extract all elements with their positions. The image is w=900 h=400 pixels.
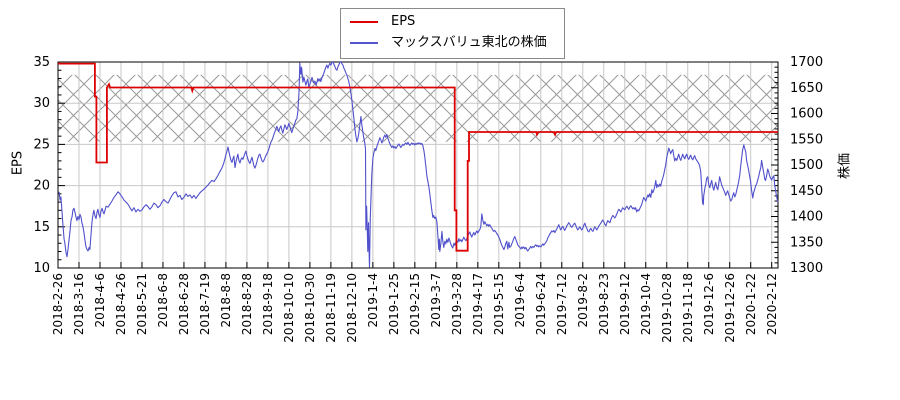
y-left-tick-label: 30 [33,96,50,111]
x-tick-label: 2018-5-21 [135,273,149,335]
x-tick-label: 2019-6-4 [513,273,527,327]
stock-price-line [58,60,779,268]
eps-line [58,62,778,252]
x-tick-labels: 2018-2-26 2018-3-16 2018-4-6 2018-4-26 2018-… [51,273,779,343]
y-left-tick-label: 35 [33,55,50,70]
y-left-tick-label: 15 [33,220,50,235]
x-tick-label: 2018-11-19 [324,273,338,343]
x-tick-label: 2018-3-16 [72,273,86,335]
eps-line-swatch-icon [350,21,378,23]
x-tick-label: 2019-9-12 [618,273,632,335]
y-left-tick-label: 20 [33,179,50,194]
x-tick-label: 2018-8-28 [240,273,254,335]
x-tick-label: 2019-11-18 [681,273,695,343]
x-tick-label: 2019-10-4 [639,273,653,335]
y-left-tick-label: 10 [33,261,50,276]
x-tick-label: 2019-3-7 [429,273,443,327]
plot-border [57,61,779,269]
x-tick-label: 2018-10-10 [282,273,296,343]
y-left-tick-labels: 10 15 20 25 30 35 [33,55,50,276]
y-right-tick-label: 1550 [790,132,823,147]
y-right-tick-label: 1350 [790,235,823,250]
legend-label-eps: EPS [391,14,416,29]
x-tick-label: 2019-1-25 [387,273,401,335]
x-tick-label: 2018-7-19 [198,273,212,335]
x-tick-label: 2019-1-4 [366,273,380,327]
x-tick-label: 2020-2-12 [765,273,779,335]
y-left-tick-label: 25 [33,137,50,152]
legend: EPS マックスバリュ東北の株価 [340,8,565,59]
x-tick-label: 2019-5-15 [492,273,506,335]
x-tick-label: 2019-4-17 [471,273,485,335]
legend-item-stock-price: マックスバリュ東北の株価 [350,35,550,51]
y-right-tick-label: 1650 [790,81,823,96]
y-right-tick-label: 1400 [790,210,823,225]
x-tick-label: 2019-8-2 [576,273,590,327]
y-right-tick-label: 1600 [790,107,823,122]
x-tick-label: 2019-6-24 [534,273,548,335]
x-tick-label: 2018-9-18 [261,273,275,335]
y-right-tick-label: 1450 [790,184,823,199]
legend-label-stock-price: マックスバリュ東北の株価 [391,35,547,50]
y-axis-title-left: EPS [10,150,26,176]
x-tick-label: 2018-10-30 [303,273,317,343]
x-tick-label: 2018-6-28 [177,273,191,335]
x-tick-label: 2018-6-8 [156,273,170,327]
x-tick-label: 2020-1-22 [744,273,758,335]
y-right-tick-label: 1500 [790,158,823,173]
x-tick-label: 2018-4-26 [114,273,128,335]
x-tick-label: 2019-12-6 [702,273,716,335]
x-tick-label: 2019-10-28 [660,273,674,343]
y-axis-title-right: 株価 [837,152,853,180]
x-tick-label: 2019-3-28 [450,273,464,335]
x-tick-label: 2018-2-26 [51,273,65,335]
x-tick-label: 2019-8-23 [597,273,611,335]
x-tick-label: 2018-12-10 [345,273,359,343]
legend-item-eps: EPS [350,14,550,30]
per-band-hatch [58,74,778,142]
x-tick-label: 2019-12-26 [723,273,737,343]
price-line-swatch-icon [350,42,378,44]
x-tick-label: 2019-2-15 [408,273,422,335]
y-right-tick-labels: 1300 1350 1400 1450 1500 1550 1600 1650 1700 [790,55,823,276]
x-tick-label: 2019-7-12 [555,273,569,335]
x-tick-label: 2018-8-8 [219,273,233,327]
y-right-tick-label: 1300 [790,261,823,276]
x-tick-label: 2018-4-6 [93,273,107,327]
y-right-tick-label: 1700 [790,55,823,70]
